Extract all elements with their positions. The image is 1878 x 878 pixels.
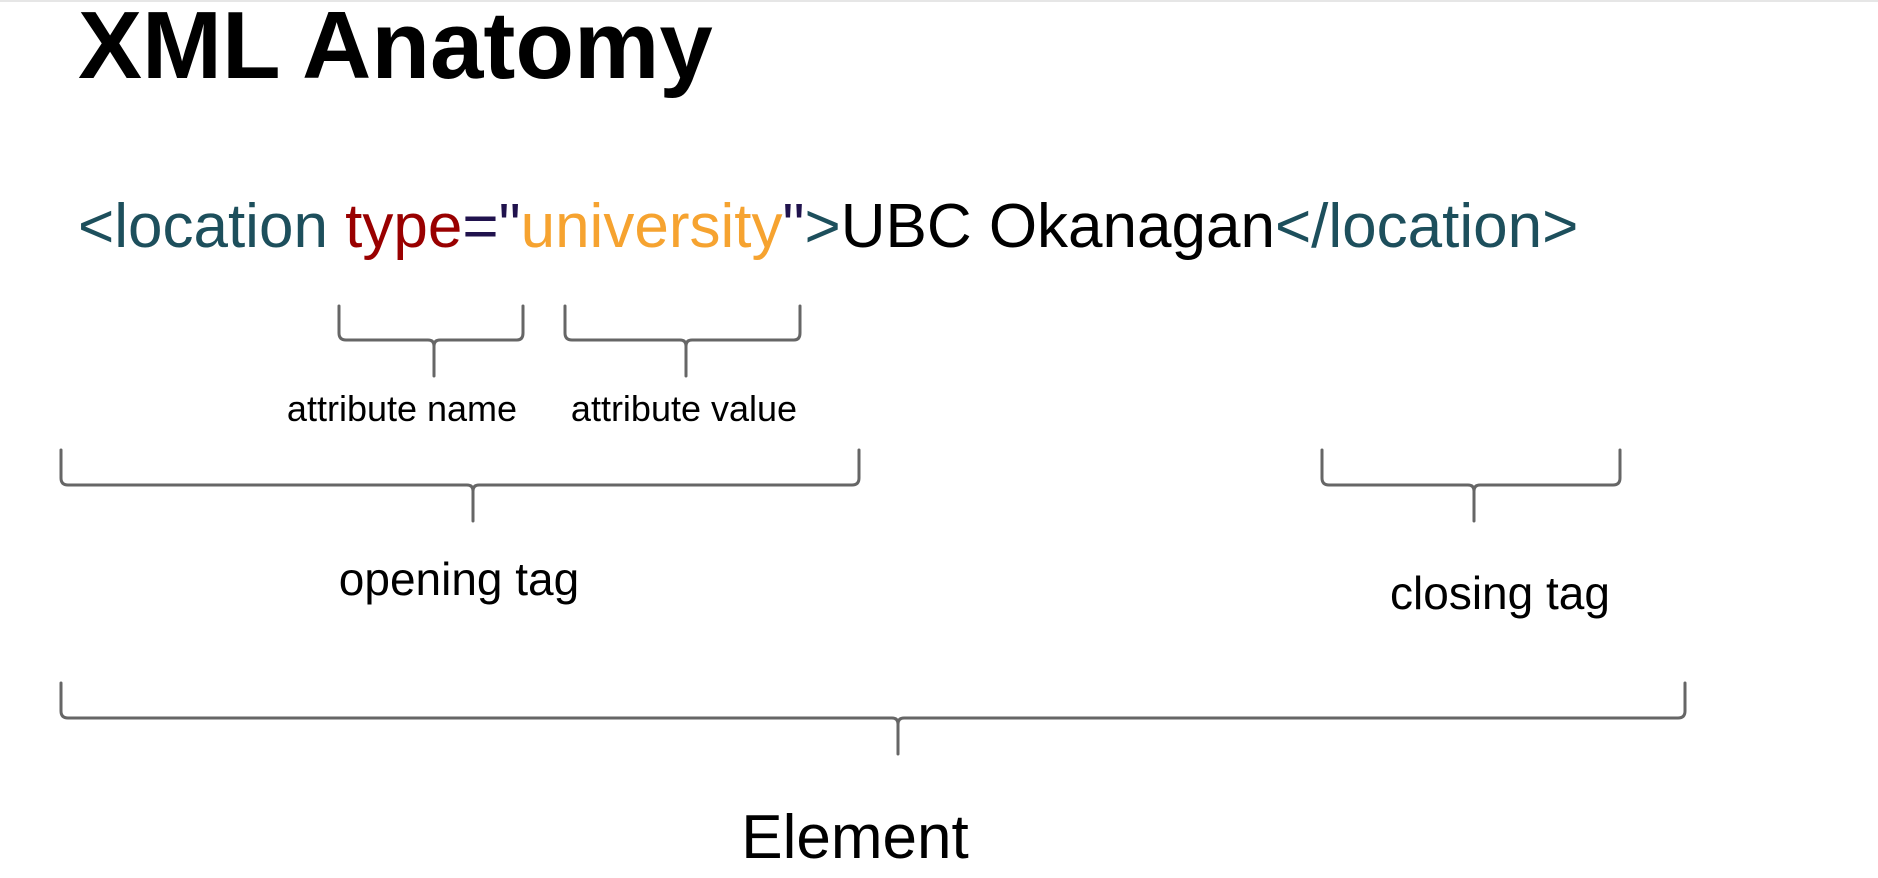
attribute-name-label: attribute name (286, 388, 518, 429)
top-border (0, 0, 1878, 2)
open-bracket: < (78, 192, 115, 261)
attribute-name-brace (337, 304, 525, 378)
opening-tag-brace (59, 448, 861, 523)
equals-sign: = (462, 192, 499, 261)
closing-tag-brace (1320, 448, 1622, 523)
element-label: Element (741, 803, 969, 872)
xml-code-example: <location type="university">UBC Okanagan… (78, 191, 1578, 263)
open-quote: " (498, 192, 521, 261)
closing-tag-label: closing tag (1390, 567, 1610, 619)
page-title: XML Anatomy (78, 0, 713, 99)
opening-tag-label: opening tag (338, 553, 580, 605)
attribute-value-label: attribute value (570, 388, 798, 429)
element-content: UBC Okanagan (840, 192, 1275, 261)
attribute-value-token: university (520, 192, 783, 261)
attribute-value-brace (563, 304, 802, 378)
element-brace (59, 681, 1687, 756)
closing-tag-token: </location> (1274, 192, 1579, 261)
close-quote: " (782, 192, 805, 261)
attribute-name-token: type (345, 192, 463, 261)
close-bracket: > (804, 192, 841, 261)
tag-name: location (114, 192, 328, 261)
